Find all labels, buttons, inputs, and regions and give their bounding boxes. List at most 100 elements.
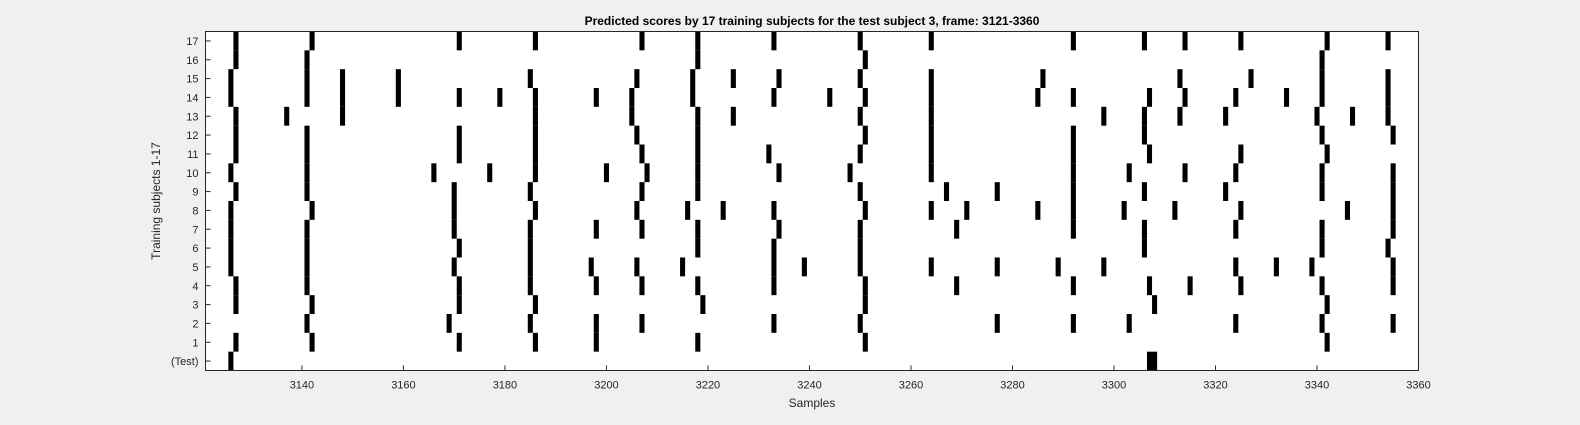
event-mark [1070, 314, 1076, 333]
event-mark [233, 276, 239, 296]
y-tick-label: 17 [186, 36, 198, 48]
y-tick-label: 16 [186, 55, 198, 67]
event-mark [862, 125, 868, 145]
event-mark [1035, 201, 1041, 220]
event-mark [228, 69, 234, 88]
event-mark [857, 69, 863, 88]
event-mark [233, 106, 239, 126]
event-mark [1141, 31, 1147, 51]
event-mark [1070, 125, 1076, 145]
event-mark [1070, 276, 1076, 296]
event-mark [928, 106, 934, 126]
event-mark [964, 201, 970, 220]
event-mark [928, 257, 934, 277]
event-mark [1390, 125, 1396, 145]
event-mark [644, 163, 650, 183]
event-mark [695, 219, 701, 239]
plot-area [205, 31, 1419, 371]
event-mark [1319, 69, 1325, 88]
event-mark [1273, 257, 1279, 277]
event-mark [304, 50, 310, 70]
event-mark [527, 219, 533, 239]
event-mark [456, 332, 462, 352]
y-tick-label: 13 [186, 111, 198, 123]
event-mark [497, 88, 503, 107]
event-mark [1233, 314, 1239, 333]
event-mark [1223, 106, 1229, 126]
event-mark [857, 314, 863, 333]
event-mark [771, 257, 777, 277]
x-tick-label: 3360 [1406, 380, 1430, 392]
event-mark [228, 257, 234, 277]
event-mark [730, 69, 736, 88]
event-mark [1390, 219, 1396, 239]
y-tick-label: 3 [192, 300, 198, 312]
x-tick-label: 3160 [391, 380, 415, 392]
x-tick-label: 3300 [1102, 380, 1126, 392]
event-mark [1126, 163, 1132, 183]
event-mark [532, 125, 538, 145]
event-mark [1319, 182, 1325, 201]
event-mark [776, 163, 782, 183]
event-mark [593, 332, 599, 352]
event-mark [451, 219, 457, 239]
event-mark [1126, 314, 1132, 333]
event-mark [928, 144, 934, 164]
event-mark [1385, 88, 1391, 107]
event-mark [487, 163, 493, 183]
event-mark [1309, 257, 1315, 277]
event-mark [857, 238, 863, 258]
event-mark [1319, 238, 1325, 258]
event-mark [304, 314, 310, 333]
event-mark [928, 69, 934, 88]
event-mark [1238, 201, 1244, 220]
event-mark [309, 201, 315, 220]
event-mark [1141, 238, 1147, 258]
event-mark [857, 182, 863, 201]
x-tick-label: 3240 [797, 380, 821, 392]
y-tick-label: 14 [186, 92, 198, 104]
event-mark [1390, 182, 1396, 201]
event-mark [1182, 163, 1188, 183]
event-mark [593, 219, 599, 239]
y-tick-label: 10 [186, 168, 198, 180]
event-mark [994, 182, 1000, 201]
event-mark [532, 201, 538, 220]
event-mark [233, 182, 239, 201]
event-mark [1324, 144, 1330, 164]
event-mark [1385, 238, 1391, 258]
event-mark [1182, 31, 1188, 51]
event-mark [857, 257, 863, 277]
event-mark [634, 125, 640, 145]
event-mark [1070, 163, 1076, 183]
event-mark [309, 295, 315, 314]
event-mark [304, 257, 310, 277]
event-mark [695, 332, 701, 352]
event-mark [1187, 276, 1193, 296]
event-mark [532, 106, 538, 126]
event-mark [304, 276, 310, 296]
event-mark [304, 182, 310, 201]
event-mark [1284, 88, 1290, 107]
y-tick-label: 6 [192, 243, 198, 255]
event-mark [340, 69, 346, 88]
event-mark [304, 88, 310, 107]
event-mark [1324, 295, 1330, 314]
event-mark [771, 201, 777, 220]
event-mark [994, 314, 1000, 333]
event-mark [801, 257, 807, 277]
event-mark [228, 163, 234, 183]
y-tick-label: 5 [192, 262, 198, 274]
event-mark [532, 163, 538, 183]
event-mark [928, 201, 934, 220]
event-mark [685, 201, 691, 220]
event-mark [527, 182, 533, 201]
event-mark [771, 238, 777, 258]
event-mark [1141, 219, 1147, 239]
event-mark [593, 88, 599, 107]
event-mark [1319, 219, 1325, 239]
event-mark [634, 201, 640, 220]
x-ticks: 3140 3160 3180 3200 3220 3240 3260 3280 3300 3320… [290, 365, 1431, 392]
event-mark [1182, 88, 1188, 107]
